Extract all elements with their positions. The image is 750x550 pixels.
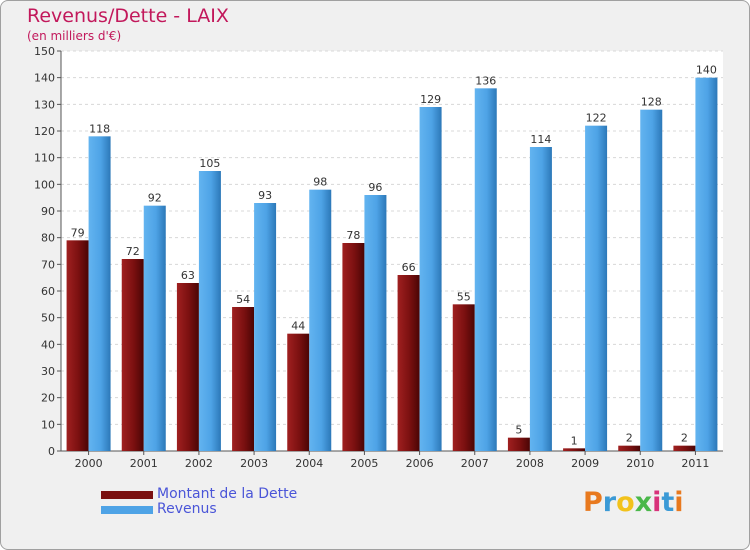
- plot-area: [61, 51, 723, 451]
- bar-dette: [66, 240, 89, 451]
- bar-revenus: [364, 195, 387, 451]
- x-tick-label: 2005: [350, 457, 378, 470]
- legend-label-revenus: Revenus: [157, 501, 217, 517]
- x-tick-label: 2000: [75, 457, 103, 470]
- y-tick-label: 70: [41, 258, 55, 271]
- data-label-dette: 2: [626, 432, 633, 445]
- data-label-revenus: 114: [530, 133, 551, 146]
- bar-dette: [673, 445, 696, 451]
- data-label-dette: 78: [346, 229, 360, 242]
- data-label-revenus: 118: [89, 122, 110, 135]
- data-label-dette: 63: [181, 269, 195, 282]
- bar-revenus: [640, 109, 663, 452]
- data-label-dette: 44: [291, 320, 305, 333]
- bar-dette: [397, 275, 420, 451]
- bar-dette: [121, 259, 144, 451]
- bar-revenus: [419, 107, 442, 451]
- bar-dette: [176, 283, 199, 451]
- y-tick-label: 90: [41, 205, 55, 218]
- bar-dette: [287, 333, 310, 451]
- bar-dette: [563, 448, 586, 451]
- y-tick-label: 10: [41, 418, 55, 431]
- y-tick-label: 30: [41, 365, 55, 378]
- bar-revenus: [198, 171, 221, 451]
- logo-letter: r: [602, 487, 617, 518]
- data-label-dette: 2: [681, 432, 688, 445]
- y-tick-label: 60: [41, 285, 55, 298]
- data-label-revenus: 105: [199, 157, 220, 170]
- bar-revenus: [88, 136, 111, 452]
- data-label-revenus: 92: [148, 192, 162, 205]
- logo-letter: x: [634, 487, 653, 518]
- data-label-revenus: 136: [475, 74, 496, 87]
- y-tick-label: 130: [34, 98, 55, 111]
- data-label-revenus: 128: [641, 96, 662, 109]
- y-tick-label: 150: [34, 45, 55, 58]
- x-tick-label: 2008: [516, 457, 544, 470]
- y-tick-label: 50: [41, 312, 55, 325]
- bar-revenus: [529, 147, 552, 451]
- x-tick-label: 2002: [185, 457, 213, 470]
- bar-dette: [232, 307, 255, 451]
- bar-dette: [618, 445, 641, 451]
- data-label-dette: 1: [571, 434, 578, 447]
- x-tick-label: 2009: [571, 457, 599, 470]
- chart-subtitle: (en milliers d'€): [27, 29, 122, 43]
- x-tick-label: 2010: [626, 457, 654, 470]
- bar-revenus: [309, 189, 332, 451]
- x-tick-label: 2006: [406, 457, 434, 470]
- bar-dette: [507, 437, 530, 451]
- legend-label-dette: Montant de la Dette: [157, 486, 298, 502]
- logo-letter: t: [661, 487, 675, 518]
- data-label-revenus: 140: [696, 64, 717, 77]
- data-label-revenus: 122: [586, 112, 607, 125]
- bar-dette: [452, 304, 475, 451]
- data-label-revenus: 98: [313, 176, 327, 189]
- x-tick-label: 2011: [681, 457, 709, 470]
- y-tick-label: 100: [34, 178, 55, 191]
- bar-revenus: [474, 88, 497, 451]
- y-tick-label: 80: [41, 232, 55, 245]
- legend-swatch-dette: [101, 491, 153, 499]
- logo-letter: o: [616, 487, 635, 518]
- x-tick-label: 2004: [295, 457, 323, 470]
- data-label-dette: 79: [71, 226, 85, 239]
- bar-revenus: [585, 125, 608, 452]
- brand-logo: Proxiti: [583, 487, 684, 518]
- data-label-dette: 5: [515, 424, 522, 437]
- y-tick-label: 40: [41, 338, 55, 351]
- x-tick-label: 2003: [240, 457, 268, 470]
- data-label-dette: 66: [402, 261, 416, 274]
- data-label-dette: 54: [236, 293, 250, 306]
- y-tick-label: 20: [41, 392, 55, 405]
- logo-letter: P: [583, 487, 603, 518]
- x-tick-label: 2001: [130, 457, 158, 470]
- bar-dette: [342, 243, 365, 451]
- data-label-dette: 72: [126, 245, 140, 258]
- data-label-revenus: 96: [368, 181, 382, 194]
- data-label-dette: 55: [457, 290, 471, 303]
- bar-revenus: [695, 77, 718, 452]
- logo-letter: i: [652, 487, 662, 518]
- data-label-revenus: 93: [258, 189, 272, 202]
- y-tick-label: 110: [34, 152, 55, 165]
- chart-title: Revenus/Dette - LAIX: [27, 5, 229, 27]
- data-label-revenus: 129: [420, 93, 441, 106]
- legend-swatch-revenus: [101, 506, 153, 514]
- x-tick-label: 2007: [461, 457, 489, 470]
- bar-revenus: [254, 203, 277, 451]
- logo-letter: i: [674, 487, 684, 518]
- y-tick-label: 120: [34, 125, 55, 138]
- y-tick-label: 140: [34, 72, 55, 85]
- y-tick-label: 0: [48, 445, 55, 458]
- bar-revenus: [143, 205, 166, 451]
